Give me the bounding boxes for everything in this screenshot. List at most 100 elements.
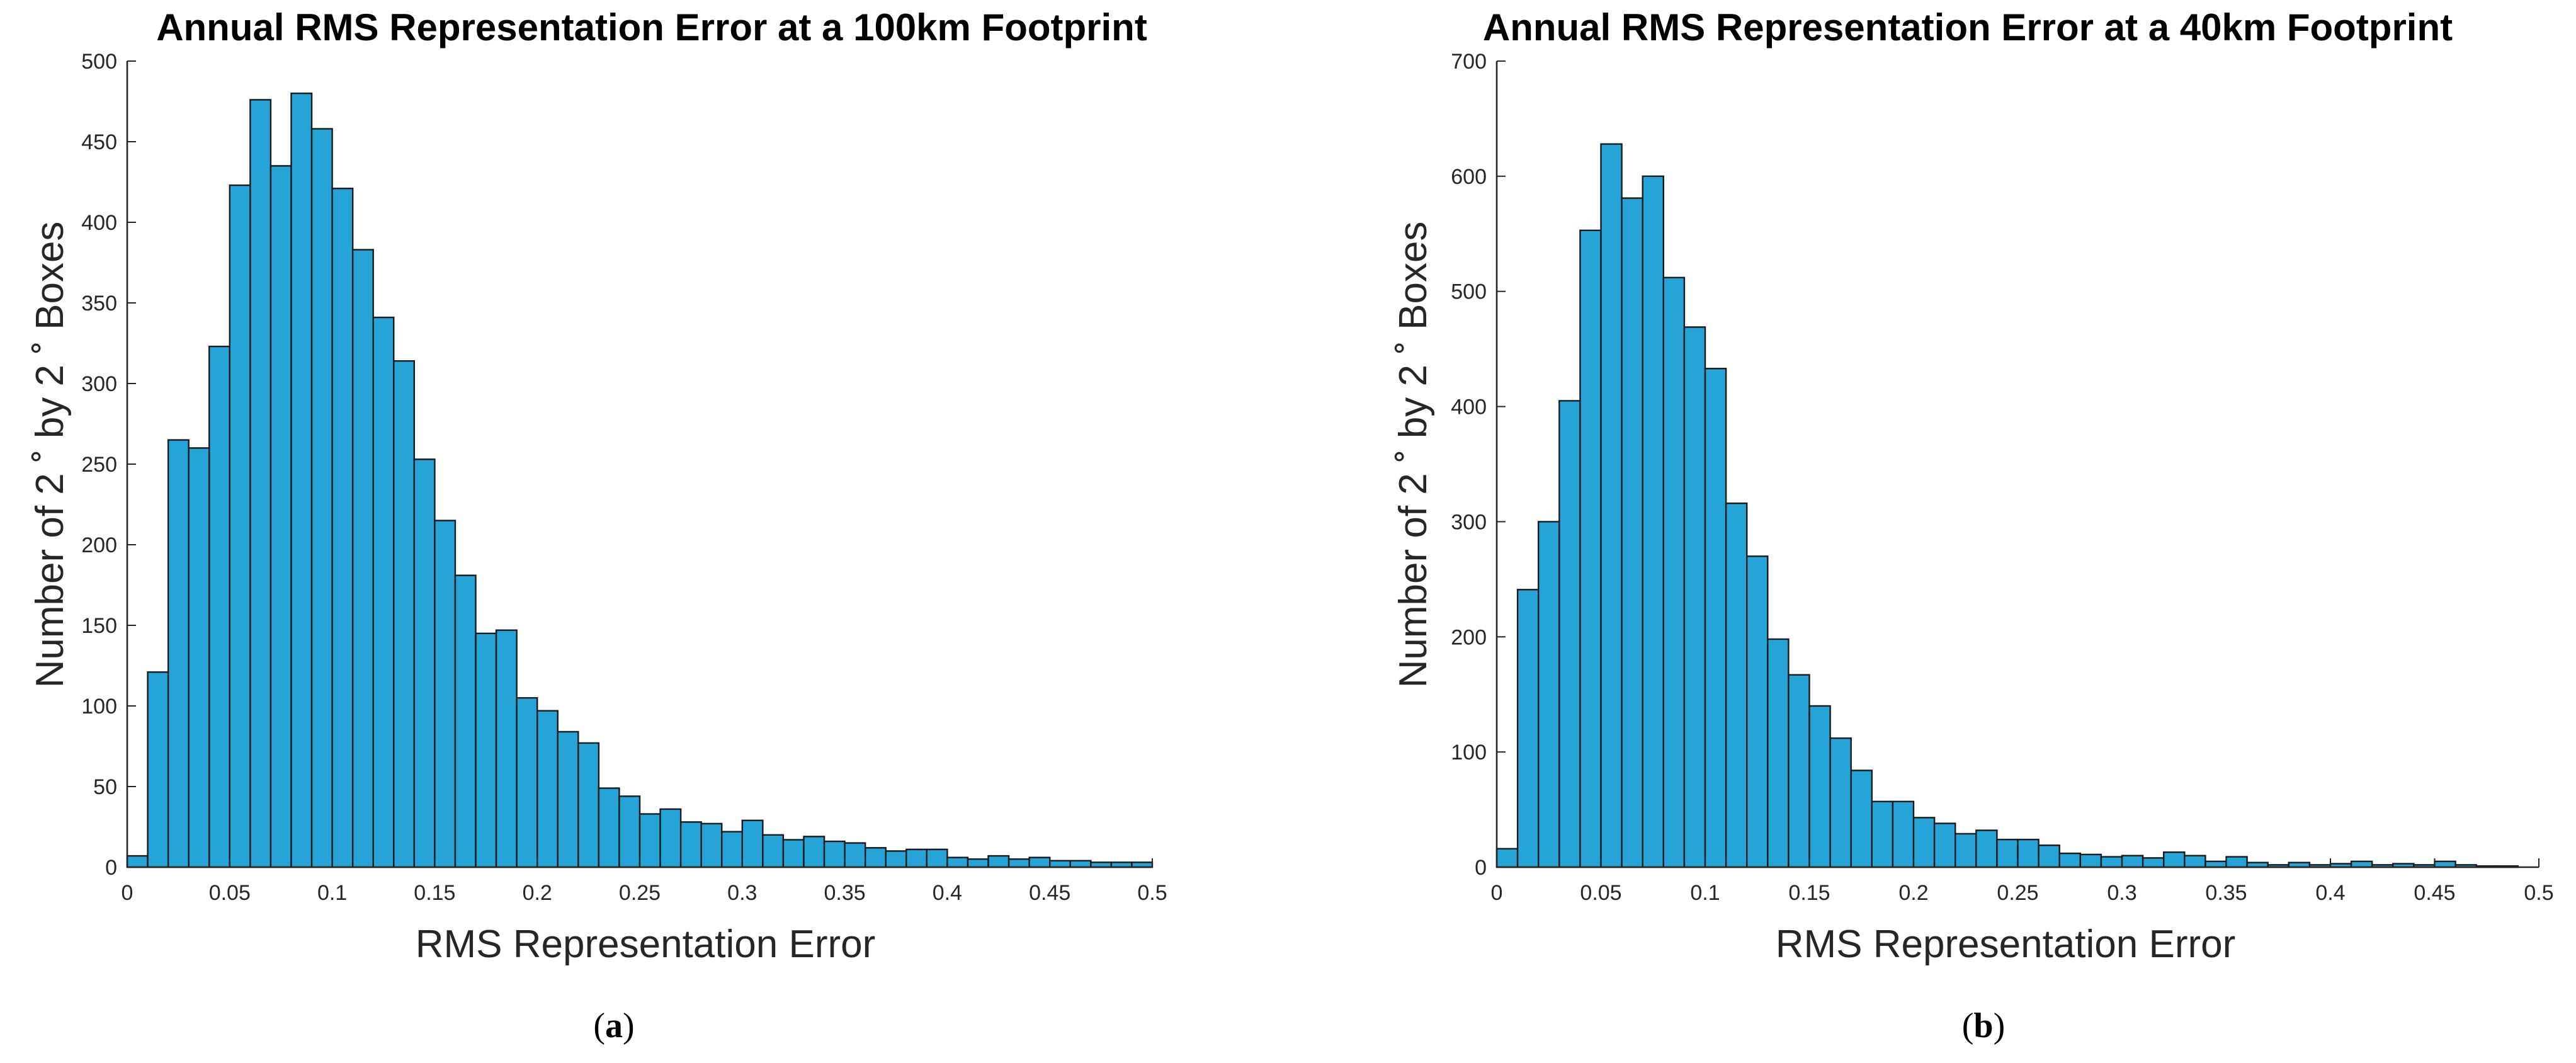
histogram-bar — [2204, 860, 2227, 868]
histogram-bar — [987, 855, 1010, 868]
axes-group: 0 0.05 0.1 0.15 0.2 0.25 0.3 0.35 0.4 0.45 0.5 0 50 1… — [81, 50, 1167, 905]
histogram-bar — [1662, 276, 1686, 868]
y-axis-label: Number of 2 ˚ by 2 ˚ Boxes — [1392, 222, 1435, 688]
bars-group — [126, 92, 1154, 868]
histogram-bar — [147, 671, 169, 868]
x-tick-label: 0.2 — [1898, 881, 1928, 905]
x-tick-label: 0.35 — [824, 881, 866, 905]
histogram-bar — [1683, 326, 1706, 868]
histogram-bar — [1829, 737, 1852, 868]
histogram-bar — [1954, 833, 1977, 868]
histogram-bar — [1745, 555, 1769, 868]
x-tick-label: 0.2 — [523, 881, 552, 905]
histogram-bar — [167, 439, 190, 868]
x-tick-label: 0.3 — [727, 881, 757, 905]
histogram-bar — [516, 696, 538, 868]
bars-group — [1495, 143, 2519, 868]
panel-open-paren: ( — [1962, 1006, 1974, 1045]
chart-title: Annual RMS Representation Error at a 100… — [156, 6, 1147, 48]
histogram-bar — [864, 847, 887, 868]
y-tick-label: 350 — [81, 292, 117, 315]
histogram-bar — [475, 632, 497, 868]
x-tick-label: 0.05 — [209, 881, 251, 905]
histogram-bar — [1600, 143, 1623, 868]
x-tick-label: 0.1 — [1690, 881, 1720, 905]
histogram-bar — [1767, 638, 1790, 868]
histogram-bar — [557, 730, 579, 868]
x-tick-label: 0.4 — [2315, 881, 2345, 905]
histogram-bar — [1808, 705, 1831, 868]
histogram-bar — [1871, 800, 1894, 868]
histogram-bar — [967, 858, 989, 868]
histogram-bar — [1621, 197, 1643, 868]
histogram-bar — [638, 813, 661, 868]
y-tick-label: 500 — [81, 50, 117, 74]
x-tick-label: 0.45 — [2414, 881, 2455, 905]
histogram-bar — [495, 629, 518, 868]
y-tick-label: 700 — [1451, 50, 1487, 74]
y-tick-label: 300 — [1451, 510, 1487, 534]
x-tick-label: 0.15 — [1788, 881, 1830, 905]
x-axis-label: RMS Representation Error — [416, 923, 876, 966]
histogram-bar — [2225, 856, 2248, 868]
histogram-bar — [249, 99, 272, 868]
histogram-bar — [2017, 838, 2040, 868]
x-tick-label: 0.05 — [1580, 881, 1621, 905]
panel-close-paren: ) — [1994, 1006, 2006, 1045]
histogram-bar — [2100, 856, 2123, 868]
histogram-bar — [536, 710, 559, 868]
histogram-bar — [803, 836, 826, 868]
histogram-bar — [659, 808, 682, 868]
histogram-bar — [2121, 855, 2144, 868]
histogram-bar — [208, 345, 230, 868]
histogram-bar — [598, 787, 620, 868]
x-tick-label: 0.45 — [1029, 881, 1070, 905]
x-axis-label: RMS Representation Error — [1776, 923, 2236, 966]
histogram-bar — [393, 360, 416, 868]
histogram-bar — [782, 839, 805, 868]
y-axis-label: Number of 2 ˚ by 2 ˚ Boxes — [28, 222, 72, 688]
histogram-bar — [1642, 175, 1664, 868]
y-tick-label: 0 — [105, 856, 117, 880]
y-tick-label: 450 — [81, 130, 117, 154]
histogram-bar — [1048, 860, 1071, 868]
histogram-bar — [270, 165, 292, 868]
x-tick-label: 0.15 — [414, 881, 455, 905]
histogram-bar — [679, 821, 702, 868]
y-tick-label: 400 — [81, 211, 117, 235]
histogram-bar — [1516, 589, 1540, 868]
panel-letter: a — [605, 1006, 623, 1045]
panel-letter: b — [1973, 1006, 1993, 1045]
histogram-bar — [577, 742, 600, 868]
histogram-bar — [2038, 844, 2060, 868]
y-tick-label: 50 — [93, 775, 117, 799]
x-tick-label: 0 — [122, 881, 133, 905]
x-tick-label: 0.3 — [2107, 881, 2136, 905]
chart-title: Annual RMS Representation Error at a 40k… — [1483, 6, 2453, 48]
y-tick-label: 400 — [1451, 395, 1487, 419]
x-tick-label: 0.4 — [933, 881, 962, 905]
histogram-bar — [454, 574, 477, 868]
histogram-bar — [351, 249, 374, 868]
histogram-bar — [741, 819, 764, 868]
histogram-bar — [1996, 838, 2019, 868]
histogram-bar — [844, 842, 866, 868]
x-tick-label: 0.5 — [2524, 881, 2553, 905]
y-tick-label: 250 — [81, 453, 117, 477]
axes-group: 0 0.05 0.1 0.15 0.2 0.25 0.3 0.35 0.4 0.45 0.5 0 100… — [1451, 50, 2553, 905]
histogram-bar — [229, 184, 251, 868]
histogram-bar — [946, 856, 969, 868]
histogram-bar — [700, 822, 723, 868]
histogram-bar — [2079, 853, 2102, 868]
histogram-bar — [618, 795, 641, 868]
histogram-bar — [290, 92, 313, 868]
histogram-bar — [2058, 852, 2081, 868]
y-tick-label: 150 — [81, 614, 117, 638]
y-tick-label: 0 — [1475, 856, 1487, 880]
panel-open-paren: ( — [593, 1006, 605, 1045]
y-tick-label: 100 — [81, 695, 117, 719]
histogram-bar — [1892, 800, 1915, 868]
histogram-bar — [1725, 502, 1748, 868]
histogram-bar — [331, 188, 354, 868]
